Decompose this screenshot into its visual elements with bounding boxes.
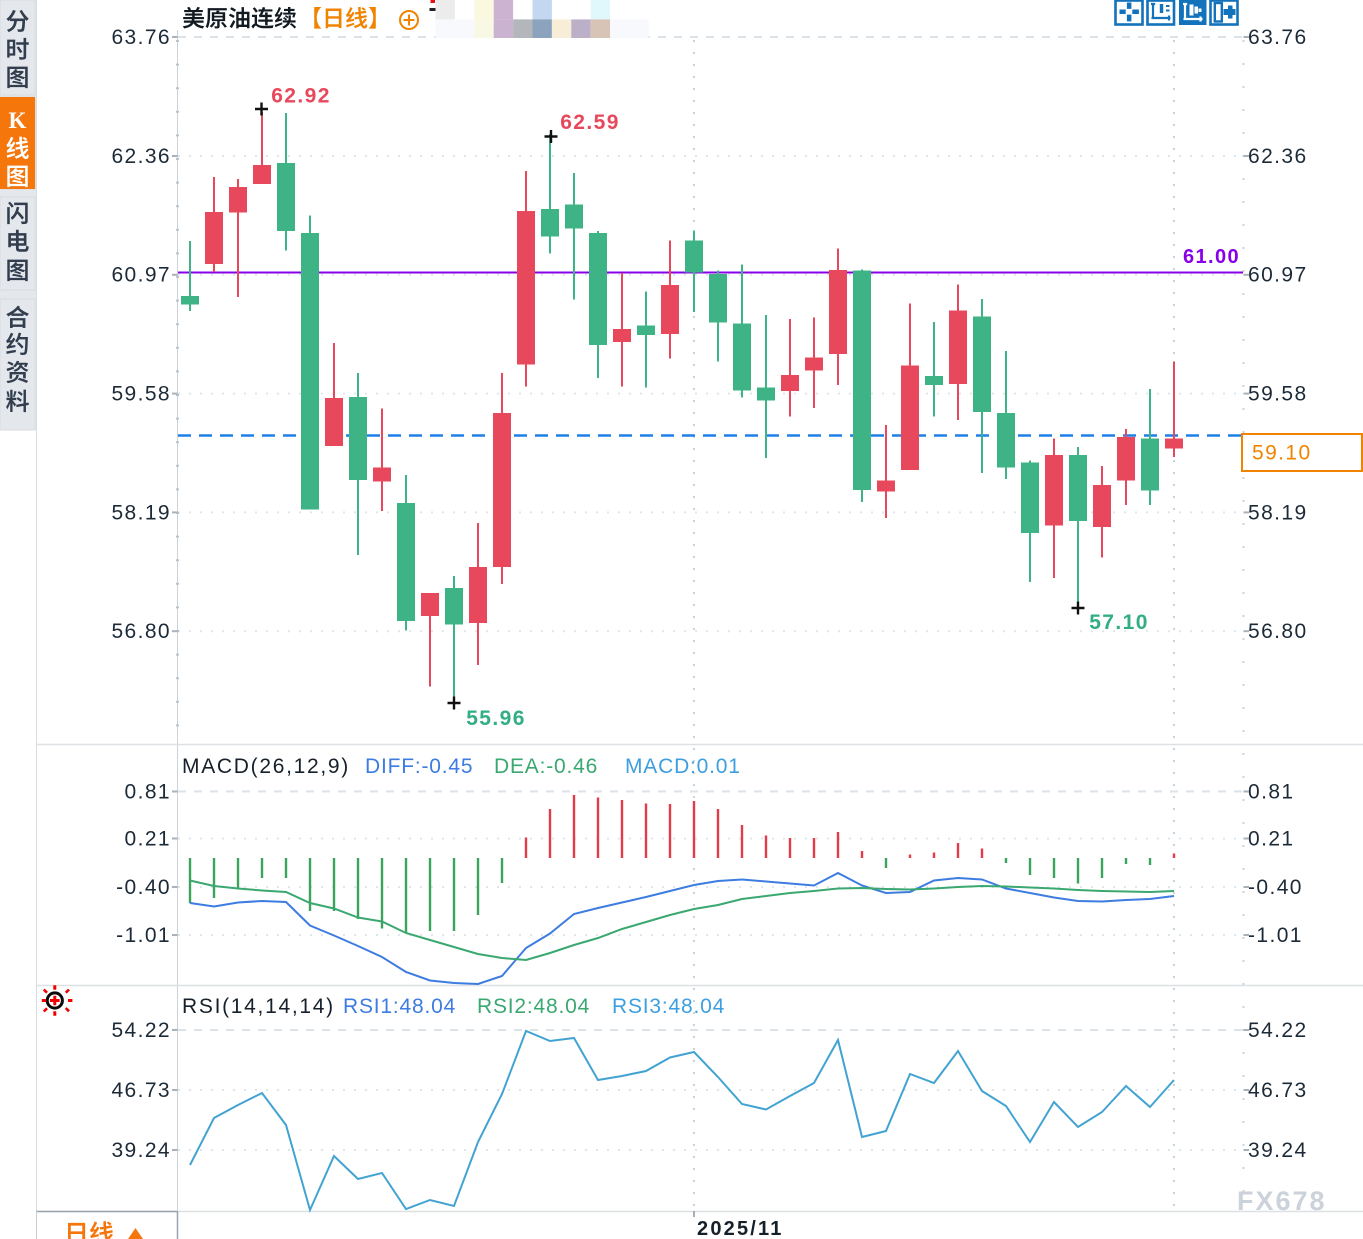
svg-text:RSI(14,14,14): RSI(14,14,14): [182, 995, 335, 1018]
svg-text:-0.40: -0.40: [1248, 876, 1303, 899]
svg-text:RSI2:48.04: RSI2:48.04: [477, 995, 590, 1018]
svg-text:59.58: 59.58: [111, 383, 171, 406]
svg-text:-1.01: -1.01: [116, 924, 171, 947]
svg-text:54.22: 54.22: [1248, 1019, 1308, 1042]
svg-text:-1.01: -1.01: [1248, 924, 1303, 947]
svg-text:62.59: 62.59: [560, 111, 620, 134]
svg-text:RSI3:48.04: RSI3:48.04: [612, 995, 725, 1018]
svg-text:62.36: 62.36: [1248, 145, 1308, 168]
svg-text:62.36: 62.36: [111, 145, 171, 168]
svg-text:62.92: 62.92: [271, 84, 331, 107]
svg-text:46.73: 46.73: [111, 1079, 171, 1102]
svg-text:0.21: 0.21: [1248, 827, 1294, 850]
svg-text:60.97: 60.97: [1248, 264, 1308, 287]
svg-text:DEA:-0.46: DEA:-0.46: [494, 755, 598, 778]
svg-text:61.00: 61.00: [1183, 246, 1240, 268]
svg-text:55.96: 55.96: [466, 707, 526, 730]
svg-text:-0.40: -0.40: [116, 876, 171, 899]
svg-text:59.10: 59.10: [1252, 441, 1312, 464]
svg-text:MACD:0.01: MACD:0.01: [625, 755, 741, 778]
svg-text:63.76: 63.76: [1248, 26, 1308, 49]
svg-text:63.76: 63.76: [111, 26, 171, 49]
svg-text:58.19: 58.19: [111, 501, 171, 524]
svg-text:0.81: 0.81: [125, 780, 171, 803]
svg-text:46.73: 46.73: [1248, 1079, 1308, 1102]
svg-text:54.22: 54.22: [111, 1019, 171, 1042]
svg-text:RSI1:48.04: RSI1:48.04: [343, 995, 456, 1018]
svg-text:2025/11: 2025/11: [697, 1218, 784, 1239]
svg-text:DIFF:-0.45: DIFF:-0.45: [365, 755, 473, 778]
svg-text:59.58: 59.58: [1248, 383, 1308, 406]
svg-text:39.24: 39.24: [111, 1139, 171, 1162]
svg-text:56.80: 56.80: [111, 620, 171, 643]
svg-text:K: K: [9, 108, 27, 133]
svg-text:60.97: 60.97: [111, 264, 171, 287]
svg-text:57.10: 57.10: [1089, 611, 1149, 634]
svg-text:39.24: 39.24: [1248, 1139, 1308, 1162]
svg-text:0.21: 0.21: [125, 827, 171, 850]
svg-text:FX678: FX678: [1237, 1186, 1327, 1216]
svg-text:0.81: 0.81: [1248, 780, 1294, 803]
svg-text:58.19: 58.19: [1248, 501, 1308, 524]
svg-text:56.80: 56.80: [1248, 620, 1308, 643]
svg-text:MACD(26,12,9): MACD(26,12,9): [182, 755, 350, 778]
